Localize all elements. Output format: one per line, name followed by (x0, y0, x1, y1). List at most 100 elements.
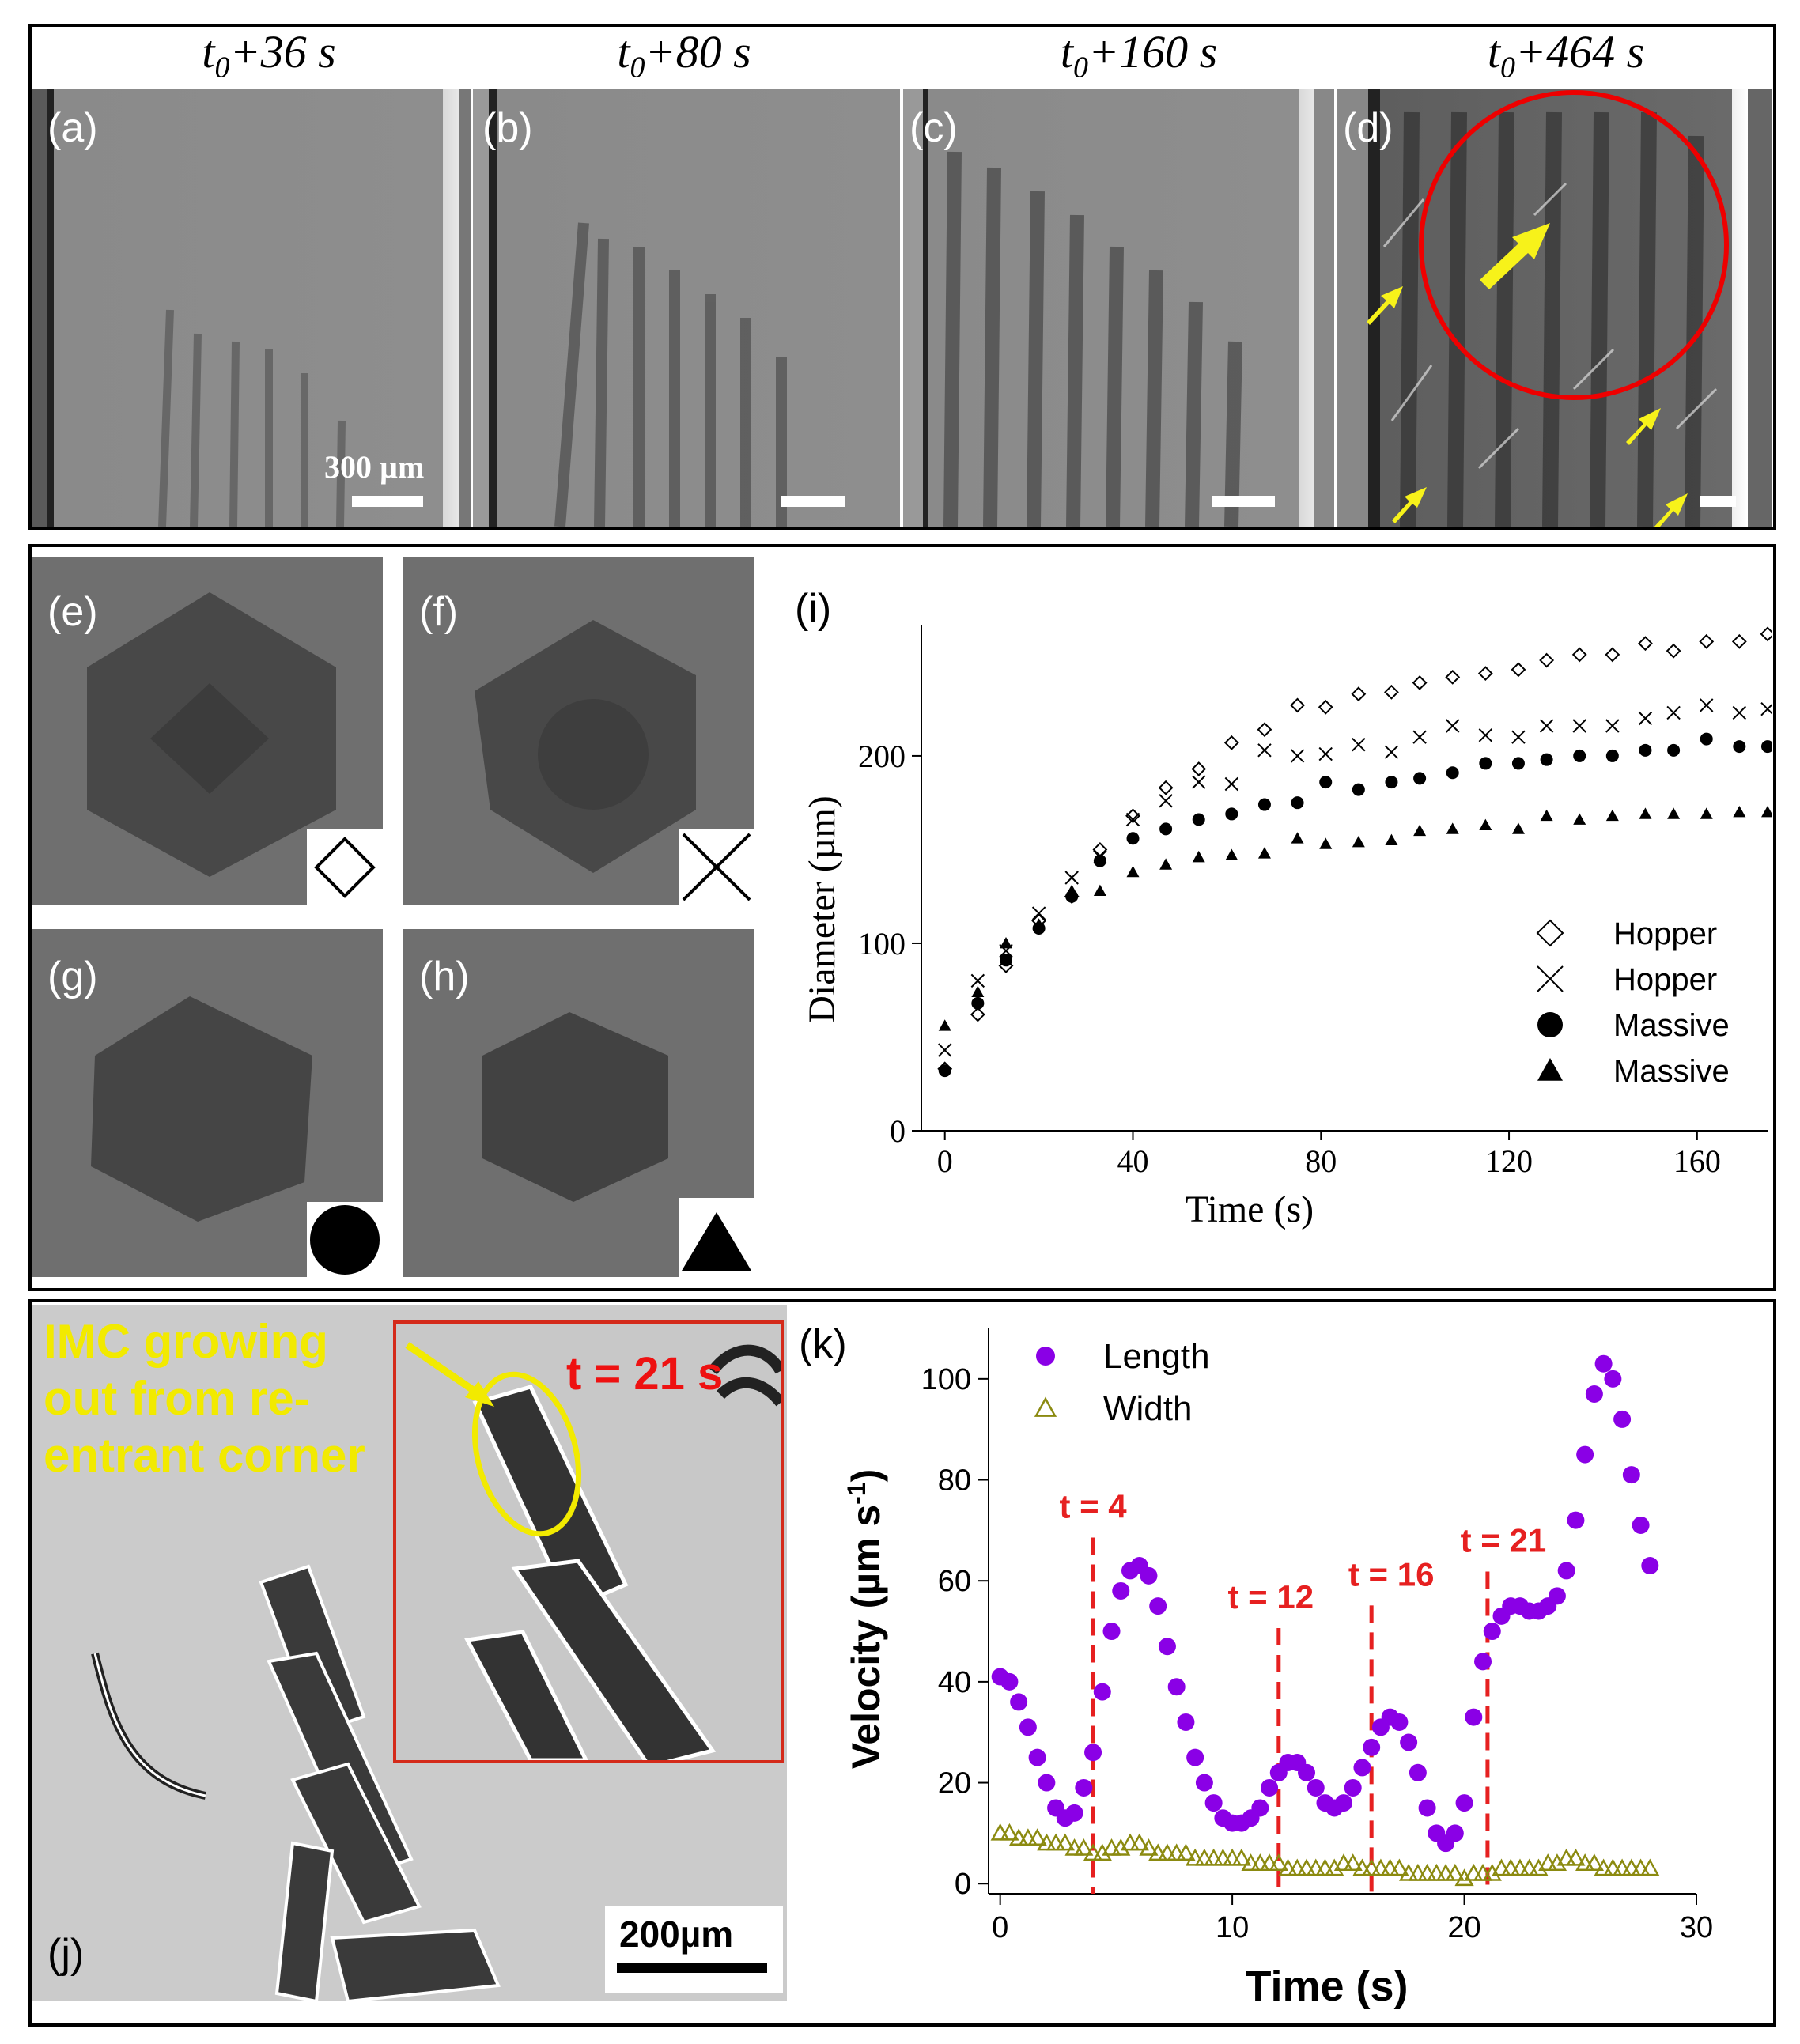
data-point (1511, 662, 1526, 678)
x-tick-label: 20 (1447, 1911, 1480, 1944)
scale-bar-j (617, 1963, 767, 1973)
data-point (1000, 1672, 1019, 1691)
marker-key-h (679, 1198, 754, 1277)
crystal-image-f: (f) (403, 557, 754, 905)
data-point (1638, 636, 1653, 652)
scale-bar-b (781, 496, 845, 507)
legend-marker-length (1036, 1347, 1055, 1366)
data-point (1157, 1843, 1178, 1861)
data-point (1269, 1853, 1288, 1871)
data-point (1666, 705, 1681, 720)
panel-label-d: (d) (1343, 105, 1393, 151)
data-point (1192, 775, 1206, 789)
time-marker-label: t = 12 (1228, 1578, 1314, 1615)
data-point (1194, 1848, 1215, 1866)
scale-bar-a (352, 496, 423, 507)
data-point (1064, 1838, 1084, 1856)
data-point (1605, 749, 1619, 762)
data-point (1148, 1843, 1168, 1861)
velocity-chart: 0 10 20 30 0 20 40 60 80 100 Time (s) Velocity (µm … (842, 1328, 1713, 2010)
y-tick-label: 100 (858, 926, 906, 962)
data-point (1093, 884, 1106, 896)
data-point (1083, 1843, 1103, 1861)
y-axis-label: Velocity (µm s-1) (842, 1469, 888, 1770)
legend-marker-width (1034, 1396, 1057, 1417)
data-point (1223, 735, 1239, 750)
crystal-image-e: (e) (32, 557, 383, 905)
bottom-row-frame (28, 1299, 1776, 2027)
data-point (1479, 818, 1492, 831)
data-point (1385, 833, 1398, 845)
yellow-arrow-icons (1367, 223, 1688, 527)
data-point (1093, 1683, 1111, 1701)
data-point (1547, 1853, 1567, 1871)
data-point (1667, 743, 1681, 757)
data-point (1306, 1858, 1325, 1876)
data-point (1465, 1708, 1483, 1726)
data-point (1257, 798, 1271, 811)
data-point (1605, 647, 1620, 663)
data-point (1699, 633, 1715, 649)
panel-label-h: (h) (419, 954, 470, 999)
annotation-line-2: out from re- (43, 1372, 310, 1425)
data-point (1352, 737, 1366, 752)
x-axis-label: Time (s) (1245, 1963, 1408, 2010)
data-point (938, 1019, 951, 1031)
x-tick-label: 30 (1680, 1911, 1713, 1944)
data-point (1125, 812, 1140, 827)
data-point (1046, 1833, 1066, 1851)
data-point (1474, 1653, 1492, 1671)
y-tick-label: 200 (858, 739, 906, 774)
data-point (1092, 842, 1108, 857)
legend-marker-filled-triangle (1537, 1058, 1563, 1081)
data-point (971, 996, 985, 1010)
data-point (1548, 1587, 1566, 1605)
data-point (1639, 743, 1652, 757)
panel-label-a: (a) (47, 105, 98, 151)
data-point (1158, 780, 1174, 795)
data-point (1065, 1804, 1083, 1822)
massive-crystal-h (482, 1012, 668, 1202)
data-point (1257, 847, 1271, 859)
data-point (1351, 686, 1367, 702)
scale-bar-box-j: 200µm (605, 1906, 783, 1993)
data-point (1400, 1733, 1418, 1751)
inset-time-label: t = 21 s (566, 1348, 724, 1400)
data-point (1412, 675, 1428, 690)
data-point (1290, 697, 1305, 713)
data-point (1291, 796, 1304, 810)
data-point (1700, 732, 1713, 746)
data-point (1575, 1853, 1595, 1871)
data-point (1278, 1858, 1298, 1876)
middle-row-frame (28, 544, 1776, 1291)
data-point (1204, 1848, 1223, 1866)
series-filled-triangle (938, 806, 1772, 1031)
series-width (990, 1823, 1660, 1887)
data-point (1333, 1853, 1354, 1871)
dendrites-a (158, 309, 346, 527)
data-point (1454, 1868, 1474, 1887)
data-point (1291, 832, 1304, 844)
annotation-line-1: IMC growing (43, 1315, 328, 1368)
legend-label: Hopper (1613, 962, 1717, 997)
marker-key-f (679, 829, 754, 905)
time-title-c: t0+160 s (1060, 26, 1218, 85)
data-point (1159, 858, 1173, 870)
data-point (1257, 743, 1272, 758)
data-point (1700, 698, 1714, 712)
data-point (1390, 1858, 1409, 1876)
data-point (970, 1007, 985, 1022)
data-point (1603, 1858, 1623, 1876)
data-point (1445, 669, 1461, 685)
data-point (1120, 1833, 1140, 1851)
series-length (991, 1354, 1659, 1853)
time-title-d: t0+464 s (1487, 26, 1645, 85)
data-point (1125, 808, 1140, 824)
data-point (1760, 626, 1772, 642)
data-point (1000, 1823, 1019, 1841)
time-title-a: t0+36 s (202, 26, 336, 85)
data-point (1640, 1858, 1660, 1876)
data-point (1259, 1853, 1280, 1871)
data-point (1511, 757, 1525, 770)
massive-crystal-g (91, 996, 312, 1222)
